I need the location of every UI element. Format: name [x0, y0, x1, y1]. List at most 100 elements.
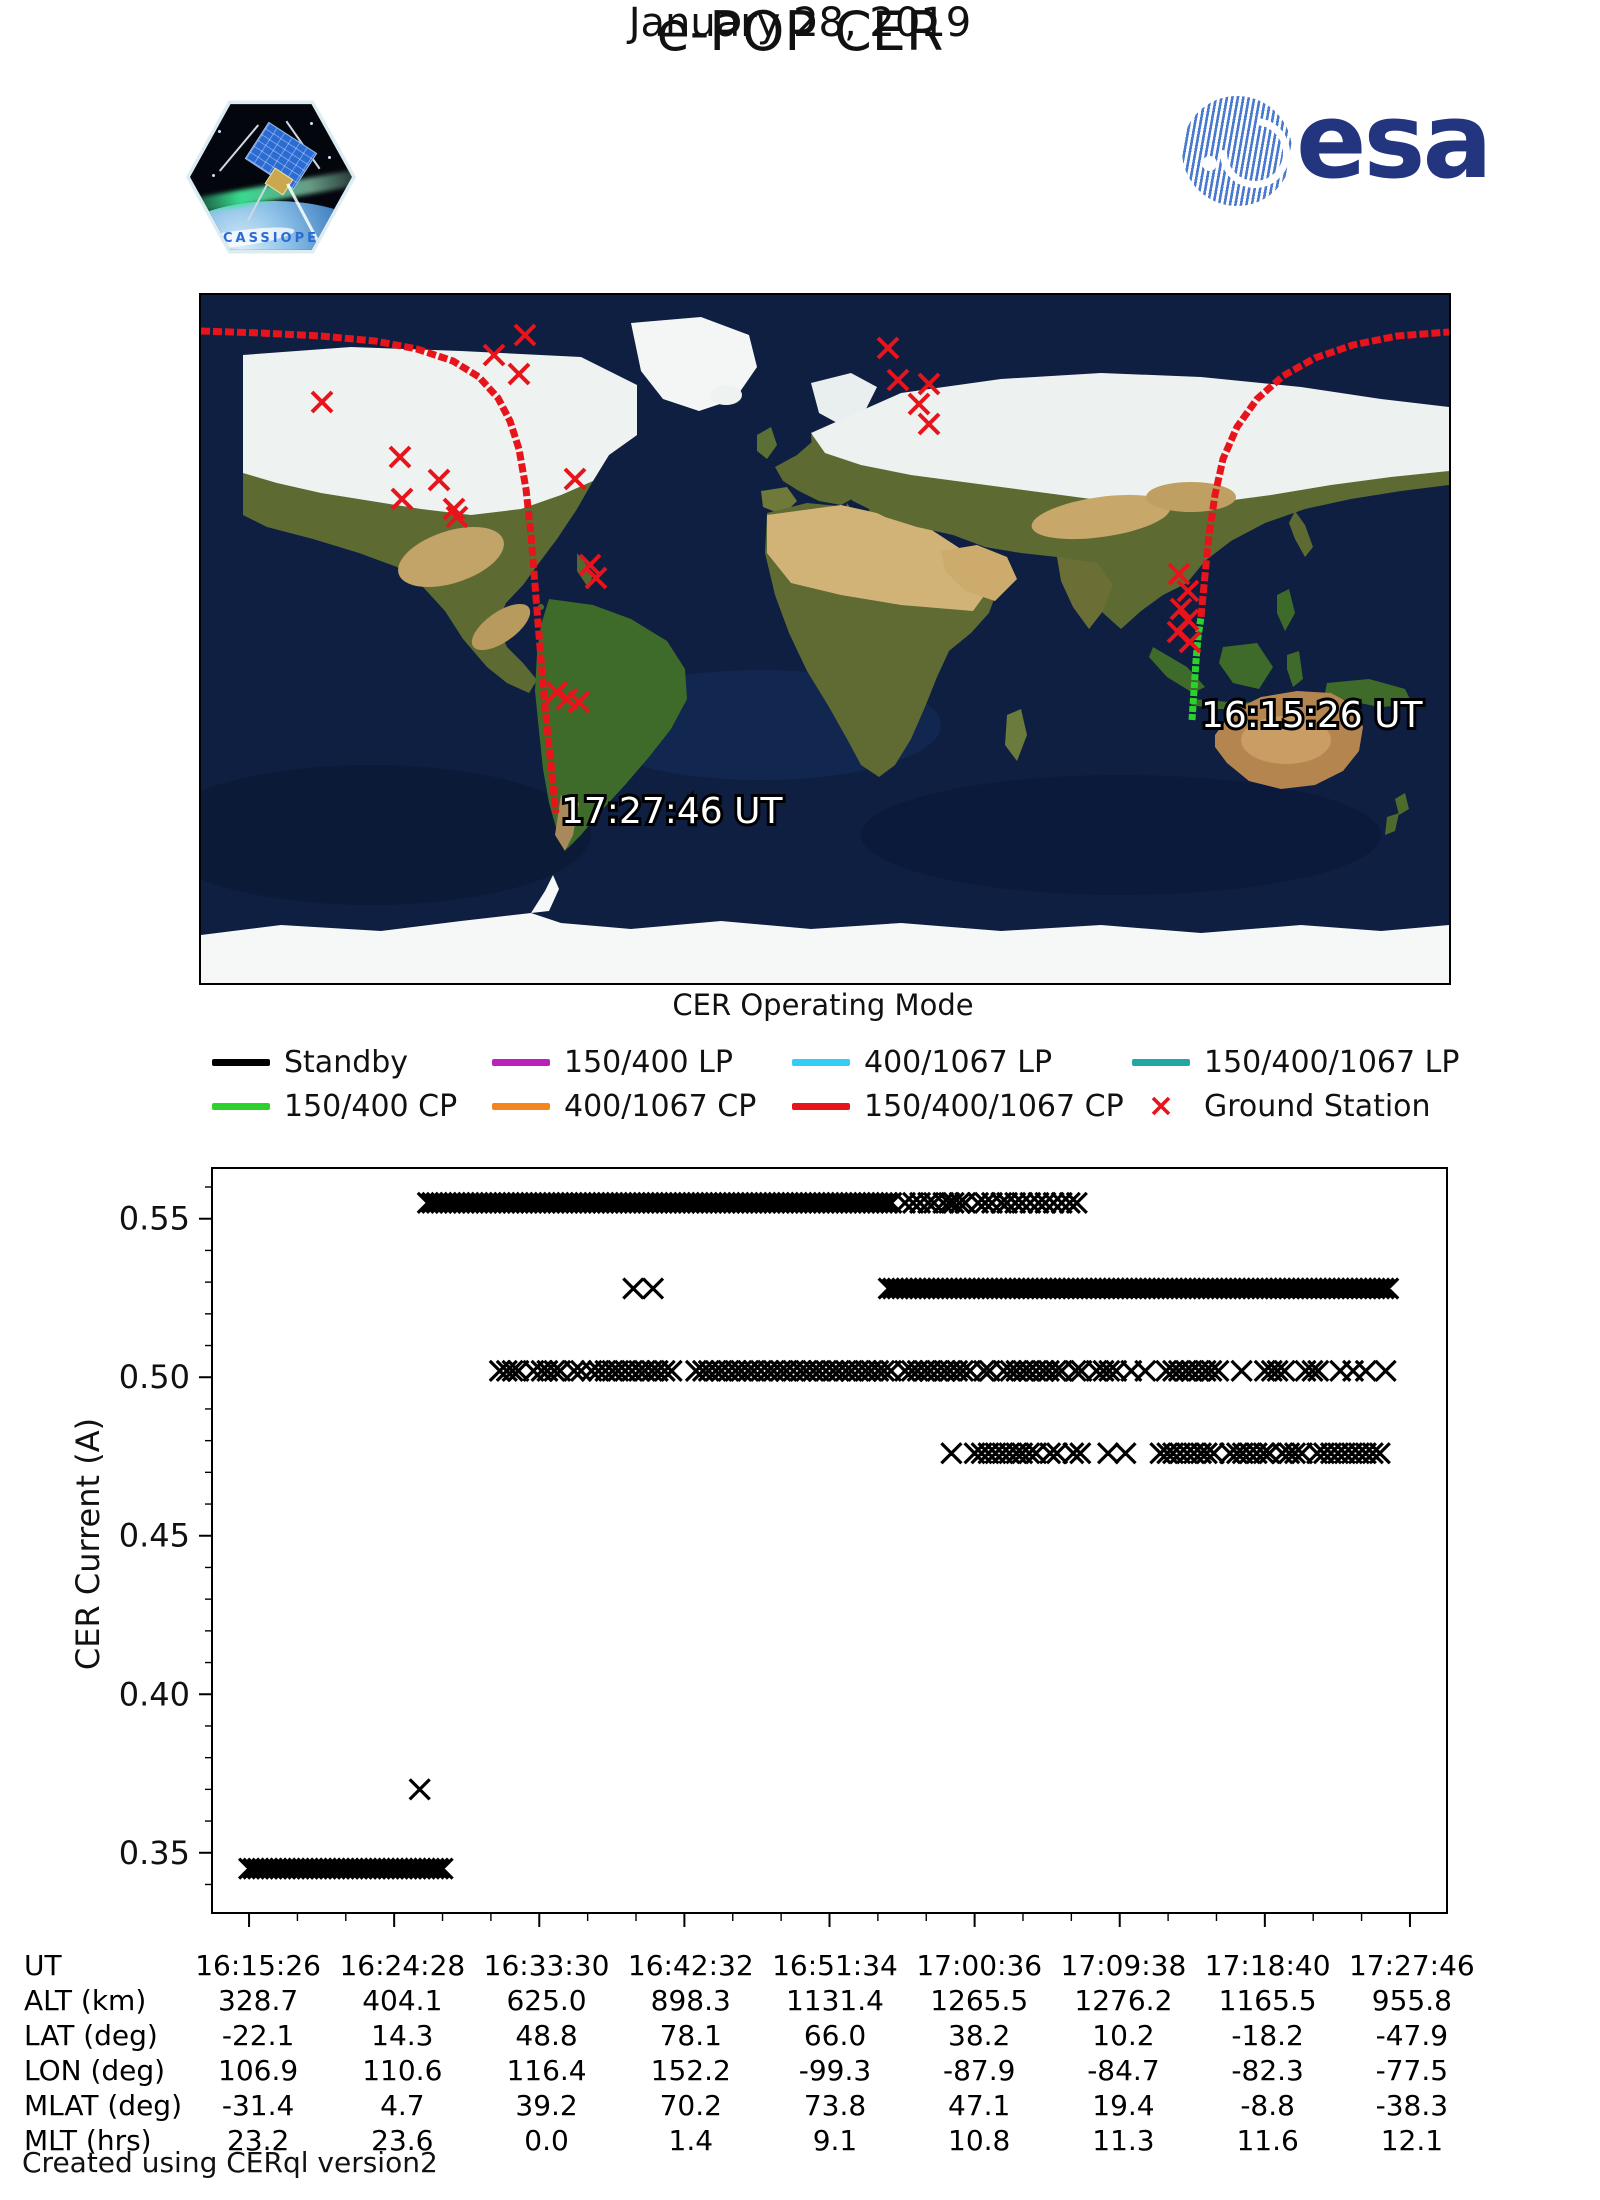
y-tick-label: 0.35	[119, 1834, 190, 1872]
row-value: 1276.2	[1074, 1984, 1173, 2017]
esa-logo: esa	[1178, 80, 1498, 234]
row-value: 73.8	[803, 2089, 867, 2122]
row-value: 16:24:28	[339, 1949, 466, 1982]
legend-item-label: 150/400/1067 CP	[864, 1088, 1124, 1124]
row-value: 48.8	[515, 2019, 578, 2052]
world-map: 16:15:26 UT 17:27:46 UT	[199, 293, 1451, 985]
star-icon	[212, 174, 215, 177]
row-value: 16:42:32	[627, 1949, 754, 1982]
legend-item-label: 400/1067 CP	[564, 1088, 757, 1124]
pass-start-time-label: 16:15:26 UT	[1201, 695, 1423, 736]
track-150-400-1067-cp	[201, 327, 560, 814]
table-row-ut: UT 16:15:26 16:24:28 16:33:30 16:42:32 16:51:…	[24, 1948, 1484, 1983]
esa-logo-text: esa	[1296, 80, 1493, 202]
cer-current-chart: 0.35 0.40 0.45 0.50 0.55	[60, 1150, 1460, 1954]
row-value: 17:18:40	[1204, 1949, 1331, 1982]
row-value: 17:27:46	[1348, 1949, 1475, 1982]
cassiope-mission-patch: CASSIOPE	[186, 92, 356, 262]
legend-line-swatch	[492, 1102, 550, 1110]
table-row-mlt: MLT (hrs) 23.2 23.6 0.0 1.4 9.1 10.8 11.3 11.6 12…	[24, 2123, 1484, 2158]
track-150-400-cp	[1188, 616, 1205, 721]
ground-station-marker	[310, 390, 334, 414]
legend-item-150-400-lp: 150/400 LP	[492, 1045, 792, 1080]
ground-station-marker	[563, 467, 587, 491]
ground-station-marker	[507, 362, 531, 386]
y-tick-label: 0.40	[119, 1675, 190, 1713]
cer-current-points-0.502	[488, 1359, 1397, 1383]
legend-item-label: 150/400 LP	[564, 1044, 733, 1080]
row-value: 47.1	[948, 2089, 1011, 2122]
ground-station-marker	[907, 392, 931, 416]
row-value: -8.8	[1240, 2089, 1295, 2122]
row-label: ALT (km)	[24, 1984, 147, 2017]
row-value: 10.8	[948, 2124, 1011, 2157]
row-value: 39.2	[515, 2089, 578, 2122]
esa-globe-dot	[1202, 156, 1217, 171]
credit-text: Created using CERql version2	[22, 2146, 438, 2179]
esa-globe-icon	[1182, 96, 1292, 206]
row-value: 152.2	[650, 2054, 731, 2087]
ground-station-marker	[1178, 630, 1202, 654]
legend-x-marker	[1132, 1093, 1190, 1119]
row-value: 106.9	[218, 2054, 299, 2087]
star-icon	[218, 130, 221, 133]
row-value: 16:33:30	[483, 1949, 610, 1982]
patch-background: CASSIOPE	[190, 104, 352, 250]
row-value: 17:00:36	[916, 1949, 1043, 1982]
row-value: -38.3	[1375, 2089, 1449, 2122]
legend-line-swatch	[212, 1102, 270, 1110]
cer-current-points-0.528	[622, 1277, 665, 1300]
legend-item-150-400-1067-lp: 150/400/1067 LP	[1132, 1045, 1459, 1080]
row-label: MLAT (deg)	[24, 2089, 183, 2122]
table-row-lat: LAT (deg) -22.1 14.3 48.8 78.1 66.0 38.2 10.2 -1…	[24, 2018, 1484, 2053]
satellite-track-layer: 16:15:26 UT 17:27:46 UT	[201, 323, 1449, 835]
ground-station-marker	[390, 487, 414, 511]
ground-station-marker	[482, 343, 506, 367]
cer-current-points-0.555	[416, 1191, 903, 1215]
row-value: 1165.5	[1218, 1984, 1317, 2017]
ground-station-marker	[445, 505, 469, 529]
legend-item-label: 400/1067 LP	[864, 1044, 1053, 1080]
row-value: 16:15:26	[195, 1949, 321, 1982]
ground-station-marker	[567, 690, 591, 714]
cer-current-points-0.370	[408, 1778, 431, 1801]
page-title: e-POP CER	[656, 0, 944, 63]
row-value: 70.2	[659, 2089, 722, 2122]
row-value: 116.4	[506, 2054, 587, 2087]
legend-item-400-1067-lp: 400/1067 LP	[792, 1045, 1132, 1080]
ground-station-marker	[427, 468, 451, 492]
legend-item-150-400-1067-cp: 150/400/1067 CP	[792, 1089, 1132, 1124]
ground-station-marker	[886, 368, 910, 392]
row-value: 11.3	[1092, 2124, 1155, 2157]
row-label: MLT (hrs)	[24, 2124, 152, 2157]
world-map-svg: 16:15:26 UT 17:27:46 UT	[201, 295, 1449, 983]
row-value: 16:51:34	[772, 1949, 898, 1982]
row-value: 12.1	[1380, 2124, 1444, 2157]
table-row-lon: LON (deg) 106.9 110.6 116.4 152.2 -99.3 -87.9 -…	[24, 2053, 1484, 2088]
cer-mode-legend: Standby 150/400 LP 400/1067 LP 150/400/1067…	[212, 1040, 1459, 1128]
continents	[201, 317, 1449, 983]
row-value: -99.3	[798, 2054, 872, 2087]
table-row-alt: ALT (km) 328.7 404.1 625.0 898.3 1131.4 1265.5…	[24, 1983, 1484, 2018]
row-value: 1.4	[668, 2124, 714, 2157]
row-value: 955.8	[1371, 1984, 1452, 2017]
row-value: 9.1	[812, 2124, 858, 2157]
ground-station-marker	[545, 680, 569, 704]
legend-line-swatch	[792, 1102, 850, 1110]
legend-item-label: Standby	[284, 1044, 409, 1080]
row-value: 38.2	[948, 2019, 1011, 2052]
cer-current-points-0.528	[877, 1277, 1400, 1300]
legend-item-label: Ground Station	[1204, 1088, 1431, 1124]
row-value: 78.1	[659, 2019, 722, 2052]
ground-station-marker	[584, 566, 608, 590]
legend-title: CER Operating Mode	[672, 988, 974, 1022]
pass-end-time-label: 17:27:46 UT	[561, 791, 783, 832]
track-150-400-1067-cp	[1197, 328, 1449, 618]
legend-item-label: 150/400/1067 LP	[1204, 1044, 1460, 1080]
ground-station-marker	[388, 445, 412, 469]
ground-station-marker	[1176, 579, 1200, 603]
row-value: 66.0	[803, 2019, 867, 2052]
ocean-shade	[861, 775, 1381, 895]
legend-line-swatch	[492, 1058, 550, 1066]
legend-item-label: 150/400 CP	[284, 1088, 458, 1124]
